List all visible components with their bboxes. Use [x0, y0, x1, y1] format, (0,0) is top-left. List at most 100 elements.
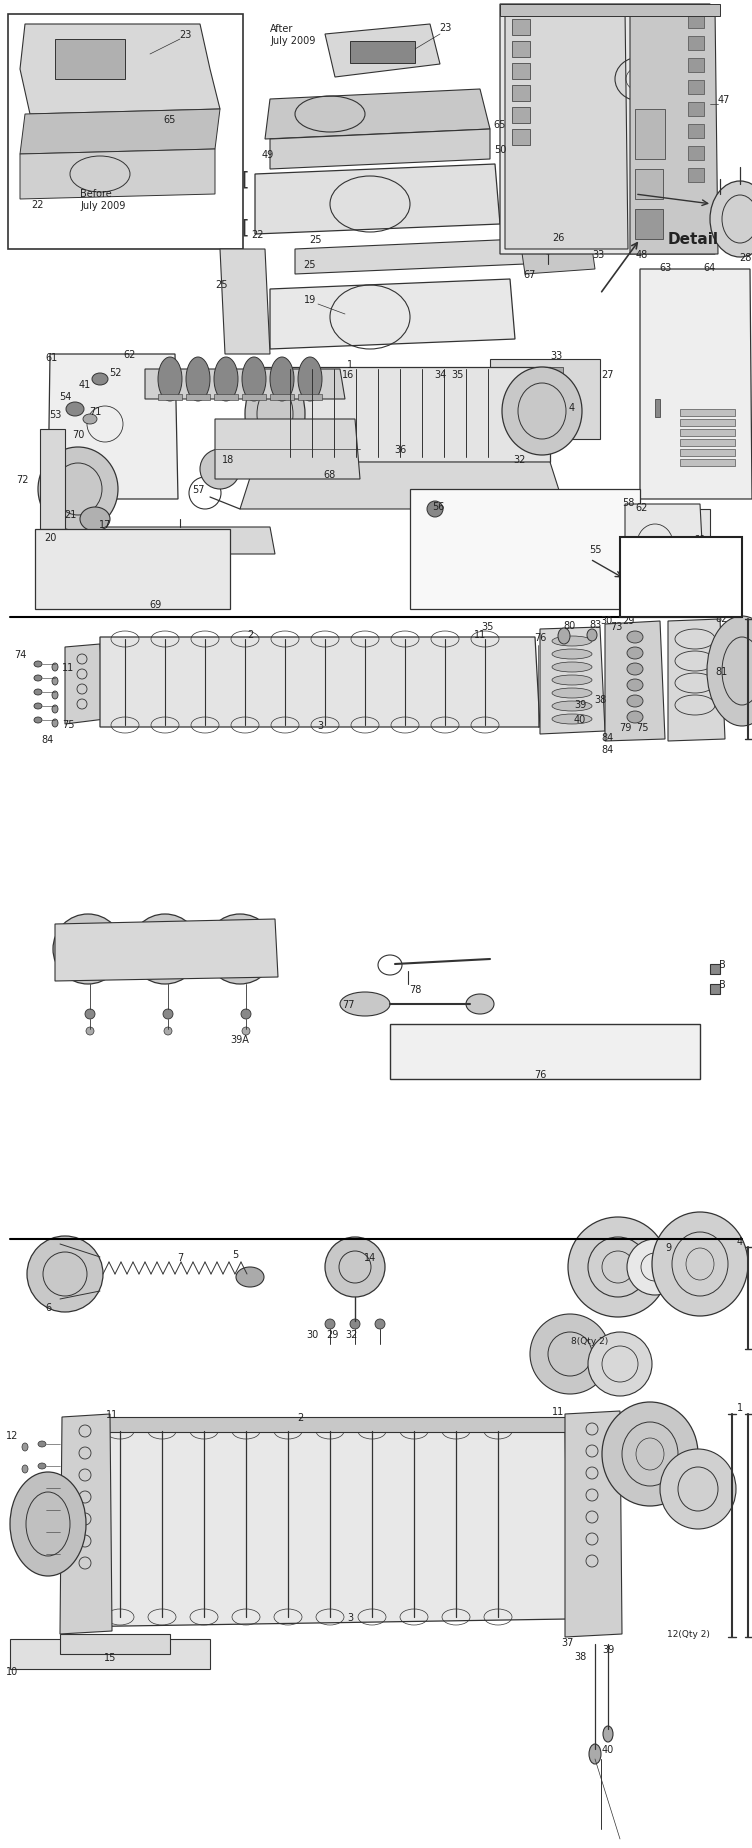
Ellipse shape — [34, 717, 42, 724]
Text: 33: 33 — [592, 249, 604, 261]
Bar — [512, 43, 530, 57]
Bar — [688, 148, 704, 161]
Text: 80: 80 — [564, 621, 576, 630]
Text: 76: 76 — [534, 632, 546, 643]
Text: 68: 68 — [324, 469, 336, 480]
Text: 41: 41 — [79, 381, 91, 390]
Polygon shape — [270, 129, 490, 170]
Ellipse shape — [164, 1027, 172, 1035]
Bar — [55, 41, 125, 79]
Text: 3: 3 — [317, 721, 323, 730]
Bar — [512, 20, 530, 35]
Text: 38: 38 — [574, 1650, 586, 1661]
Bar — [635, 170, 663, 200]
Bar — [255, 368, 550, 462]
Bar — [158, 395, 182, 401]
Text: 9: 9 — [665, 1242, 671, 1253]
Text: 75: 75 — [62, 719, 74, 730]
Ellipse shape — [85, 1009, 95, 1020]
Ellipse shape — [627, 632, 643, 643]
Ellipse shape — [34, 662, 42, 667]
Ellipse shape — [34, 689, 42, 695]
Polygon shape — [48, 355, 178, 499]
Text: 58: 58 — [622, 497, 634, 508]
Polygon shape — [65, 645, 105, 724]
Text: 29: 29 — [326, 1329, 338, 1340]
Ellipse shape — [38, 1508, 46, 1514]
Polygon shape — [55, 920, 278, 981]
Bar — [680, 460, 735, 468]
Text: 29: 29 — [622, 615, 634, 626]
Ellipse shape — [205, 915, 275, 985]
Text: 50: 50 — [494, 144, 506, 155]
Bar — [60, 1634, 170, 1654]
Ellipse shape — [627, 695, 643, 708]
Text: 69: 69 — [149, 599, 161, 610]
Text: 39: 39 — [574, 700, 586, 710]
Polygon shape — [40, 431, 65, 530]
Ellipse shape — [22, 1532, 28, 1539]
Text: 35: 35 — [482, 621, 494, 632]
Ellipse shape — [270, 359, 294, 401]
Text: 2: 2 — [247, 630, 253, 639]
Bar — [410, 490, 640, 610]
Bar — [390, 1024, 700, 1079]
Ellipse shape — [552, 663, 592, 673]
Ellipse shape — [242, 1027, 250, 1035]
Bar — [710, 985, 720, 994]
Text: 17: 17 — [99, 519, 111, 530]
Ellipse shape — [236, 1268, 264, 1288]
Bar — [635, 109, 665, 161]
Text: 2: 2 — [297, 1412, 303, 1423]
Polygon shape — [505, 9, 628, 249]
Text: 67: 67 — [524, 270, 536, 279]
Ellipse shape — [552, 702, 592, 711]
Bar — [186, 395, 210, 401]
Ellipse shape — [38, 447, 118, 532]
Bar — [242, 395, 266, 401]
Ellipse shape — [242, 359, 266, 401]
Text: 30: 30 — [600, 615, 612, 626]
Ellipse shape — [10, 1473, 86, 1576]
Text: 32: 32 — [514, 455, 526, 464]
Ellipse shape — [34, 704, 42, 710]
Ellipse shape — [627, 1240, 683, 1295]
Ellipse shape — [627, 647, 643, 660]
Text: 52: 52 — [109, 368, 121, 377]
Ellipse shape — [588, 1332, 652, 1397]
Polygon shape — [640, 270, 752, 499]
Text: 25: 25 — [309, 235, 321, 246]
Ellipse shape — [92, 373, 108, 386]
Text: 62: 62 — [635, 503, 648, 512]
Ellipse shape — [652, 1212, 748, 1316]
Polygon shape — [660, 510, 710, 599]
Ellipse shape — [22, 1510, 28, 1517]
Ellipse shape — [552, 689, 592, 699]
Text: 23: 23 — [439, 22, 451, 33]
Ellipse shape — [163, 1009, 173, 1020]
Text: 33: 33 — [550, 351, 562, 360]
Bar — [8, 15, 243, 249]
Ellipse shape — [627, 663, 643, 676]
Ellipse shape — [552, 715, 592, 724]
Bar — [350, 43, 415, 65]
Polygon shape — [605, 621, 665, 741]
Text: 1: 1 — [737, 606, 743, 617]
Text: 84: 84 — [602, 732, 614, 743]
Ellipse shape — [552, 638, 592, 647]
Text: 34: 34 — [434, 370, 446, 381]
Ellipse shape — [53, 915, 123, 985]
Polygon shape — [325, 26, 440, 78]
Ellipse shape — [325, 1238, 385, 1297]
Text: 61: 61 — [46, 353, 58, 362]
Ellipse shape — [38, 1528, 46, 1536]
Text: 8(Qty 2): 8(Qty 2) — [572, 1336, 608, 1345]
Text: 21: 21 — [64, 510, 76, 519]
Bar — [688, 15, 704, 30]
Text: B: B — [719, 959, 726, 970]
Text: 12: 12 — [6, 1430, 18, 1440]
Text: 73: 73 — [610, 621, 622, 632]
Bar — [635, 211, 663, 240]
Text: 1: 1 — [737, 1403, 743, 1412]
Text: 55: 55 — [589, 545, 602, 554]
